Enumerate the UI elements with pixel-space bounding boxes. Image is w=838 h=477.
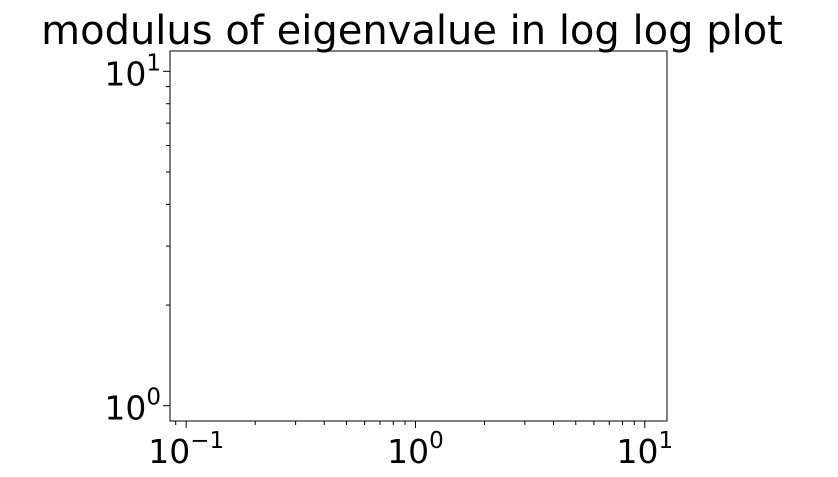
y-tick-label: 101 (104, 50, 161, 93)
x-axis: 10−1 100 101 (148, 421, 673, 471)
y-tick-label: 100 (104, 385, 161, 428)
x-tick-base: 10 (387, 432, 429, 471)
x-tick-label: 101 (616, 428, 673, 471)
chart-title: modulus of eigenvalue in log log plot (41, 8, 783, 54)
axes-frame (169, 50, 668, 422)
x-tick-label: 100 (387, 428, 444, 471)
x-tick-exponent: 1 (658, 428, 673, 454)
x-tick-base: 10 (616, 432, 658, 471)
y-tick-base: 10 (104, 54, 146, 93)
x-tick-base: 10 (148, 432, 190, 471)
x-tick-exponent: 0 (429, 428, 444, 454)
y-tick-exponent: 1 (146, 50, 161, 76)
y-tick-base: 10 (104, 389, 146, 428)
y-tick-exponent: 0 (146, 385, 161, 411)
x-tick-label: 10−1 (148, 428, 224, 471)
x-tick-exponent: −1 (190, 428, 224, 454)
